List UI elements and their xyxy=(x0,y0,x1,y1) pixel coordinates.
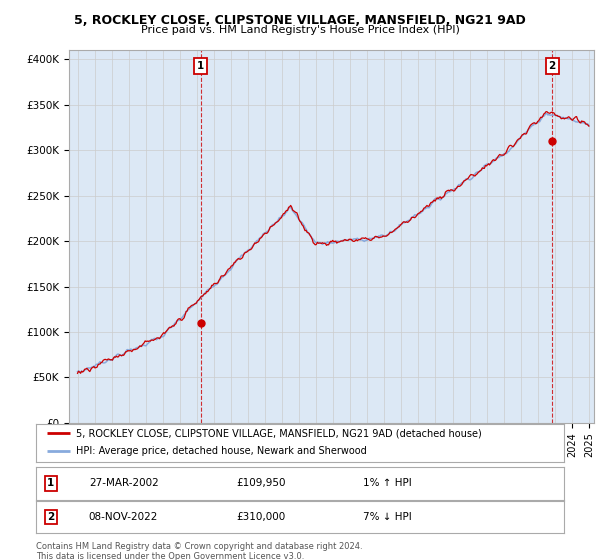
Text: 5, ROCKLEY CLOSE, CLIPSTONE VILLAGE, MANSFIELD, NG21 9AD: 5, ROCKLEY CLOSE, CLIPSTONE VILLAGE, MAN… xyxy=(74,14,526,27)
Text: 2: 2 xyxy=(47,512,55,522)
Text: 1% ↑ HPI: 1% ↑ HPI xyxy=(364,478,412,488)
Text: £310,000: £310,000 xyxy=(236,512,286,522)
Text: Contains HM Land Registry data © Crown copyright and database right 2024.
This d: Contains HM Land Registry data © Crown c… xyxy=(36,542,362,560)
Text: £109,950: £109,950 xyxy=(236,478,286,488)
Text: 2: 2 xyxy=(548,61,556,71)
Text: 1: 1 xyxy=(47,478,55,488)
Text: 7% ↓ HPI: 7% ↓ HPI xyxy=(364,512,412,522)
Text: 27-MAR-2002: 27-MAR-2002 xyxy=(89,478,158,488)
Text: HPI: Average price, detached house, Newark and Sherwood: HPI: Average price, detached house, Newa… xyxy=(76,446,367,456)
Text: 5, ROCKLEY CLOSE, CLIPSTONE VILLAGE, MANSFIELD, NG21 9AD (detached house): 5, ROCKLEY CLOSE, CLIPSTONE VILLAGE, MAN… xyxy=(76,428,481,438)
Text: 1: 1 xyxy=(197,61,205,71)
Text: 08-NOV-2022: 08-NOV-2022 xyxy=(89,512,158,522)
Text: Price paid vs. HM Land Registry's House Price Index (HPI): Price paid vs. HM Land Registry's House … xyxy=(140,25,460,35)
